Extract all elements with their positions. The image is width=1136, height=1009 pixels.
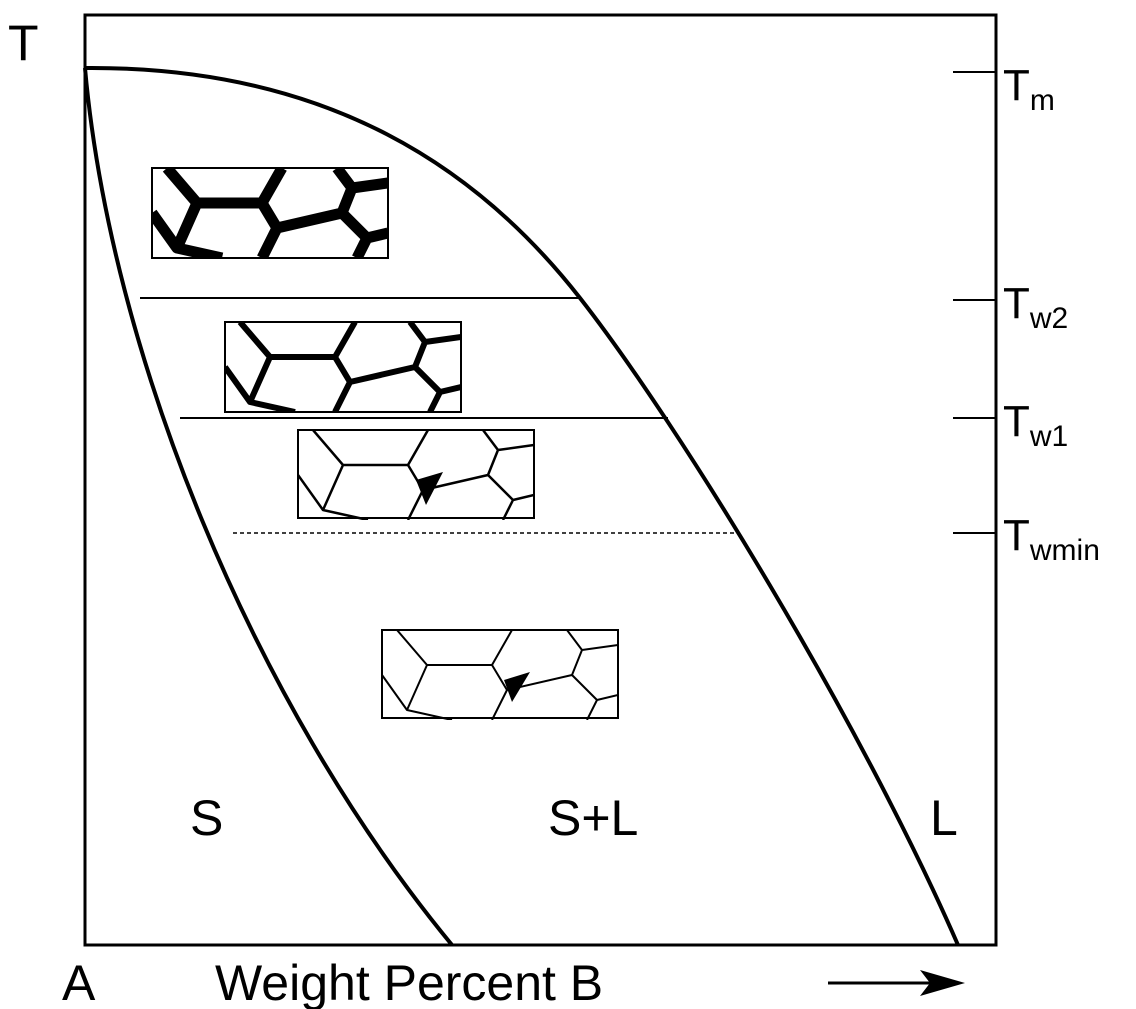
label-part: T	[1003, 397, 1030, 446]
label-part: wmin	[1029, 534, 1100, 567]
temperature-label: Tw2	[1003, 279, 1068, 335]
x-origin-label: A	[62, 955, 96, 1009]
label-part: m	[1030, 84, 1055, 117]
microstructure	[382, 630, 618, 720]
y-axis-label: T	[8, 15, 39, 71]
label-part: w1	[1029, 420, 1068, 453]
label-part: T	[1003, 61, 1030, 110]
x-arrow	[828, 970, 965, 996]
phase-diagram: T Tm Tw2 Tw1 Twmin S S+L L A Weight Perc…	[0, 0, 1136, 1009]
temperature-label: Tm	[1003, 61, 1055, 117]
microstructure	[152, 168, 388, 258]
page: T Tm Tw2 Tw1 Twmin S S+L L A Weight Perc…	[0, 0, 1136, 1009]
region-label: S	[190, 790, 223, 846]
microstructure	[225, 322, 461, 412]
region-label: S+L	[548, 790, 638, 846]
label-part: T	[1003, 511, 1030, 560]
temperature-label: Twmin	[1003, 511, 1100, 567]
label-part: w2	[1029, 302, 1068, 335]
region-label: L	[930, 790, 958, 846]
x-axis-label: Weight Percent B	[215, 955, 603, 1009]
temperature-ticks	[953, 72, 996, 533]
microstructure	[298, 430, 534, 520]
label-part: T	[1003, 279, 1030, 328]
temperature-label: Tw1	[1003, 397, 1068, 453]
